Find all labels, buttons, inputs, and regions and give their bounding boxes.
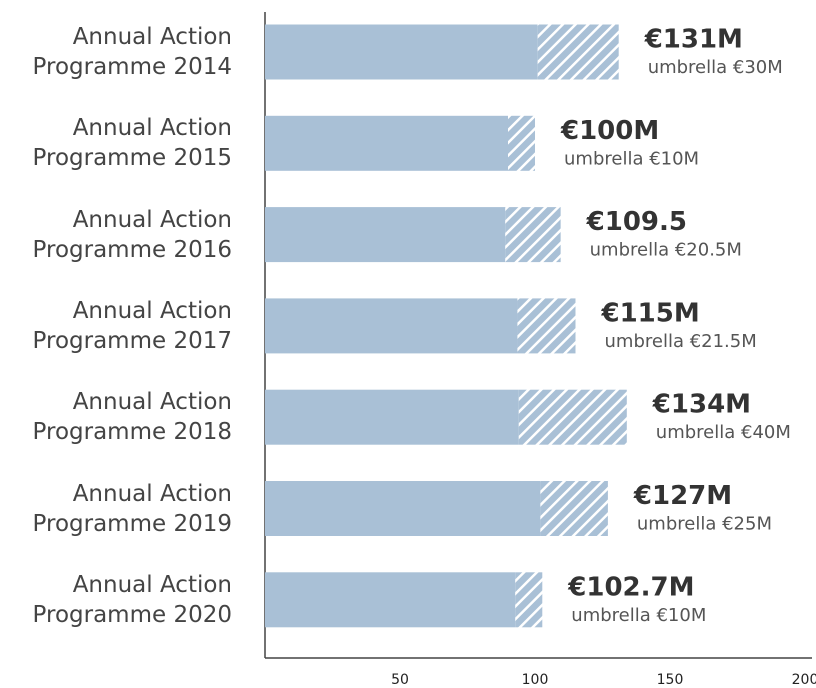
umbrella-label: umbrella €20.5M xyxy=(590,240,742,261)
total-label: €134M xyxy=(652,390,751,420)
bar-segment xyxy=(265,115,508,171)
x-tick-label: 100 xyxy=(522,672,549,688)
total-label: €102.7M xyxy=(567,572,694,602)
bar-segment-hatched xyxy=(518,389,627,445)
category-label: Annual Action Programme 2015 xyxy=(32,115,232,172)
category-label: Annual Action Programme 2019 xyxy=(32,480,232,537)
bar-segment xyxy=(265,572,516,628)
bar-segment-hatched xyxy=(505,207,561,263)
total-label: €131M xyxy=(644,25,743,55)
category-label: Annual Action Programme 2017 xyxy=(32,297,232,354)
x-tick-label: 150 xyxy=(657,672,684,688)
x-tick-label: 200 xyxy=(792,672,816,688)
total-label: €100M xyxy=(560,116,659,146)
umbrella-label: umbrella €40M xyxy=(656,422,791,443)
umbrella-label: umbrella €30M xyxy=(648,57,783,78)
category-label: Annual Action Programme 2018 xyxy=(32,389,232,446)
total-label: €127M xyxy=(633,481,732,511)
bar-segment-hatched xyxy=(537,24,619,80)
umbrella-label: umbrella €21.5M xyxy=(605,331,757,352)
x-tick-label: 50 xyxy=(391,672,409,688)
category-label: Annual Action Programme 2020 xyxy=(32,571,232,628)
bar-segment-hatched xyxy=(515,572,543,628)
total-label: €115M xyxy=(601,298,700,328)
bar-segment xyxy=(265,389,519,445)
umbrella-label: umbrella €25M xyxy=(637,514,772,535)
category-label: Annual Action Programme 2016 xyxy=(32,206,232,263)
umbrella-label: umbrella €10M xyxy=(564,148,699,169)
category-label: Annual Action Programme 2014 xyxy=(32,24,232,80)
bar-segment xyxy=(265,481,541,536)
umbrella-label: umbrella €10M xyxy=(571,605,706,626)
bar-segment-hatched xyxy=(517,298,576,354)
total-label: €109.5 xyxy=(586,207,687,237)
bar-segment xyxy=(265,298,518,354)
bar-segment xyxy=(265,24,538,80)
bar-segment-hatched xyxy=(508,115,535,171)
bar-segment xyxy=(265,207,506,263)
bar-segment-hatched xyxy=(540,481,608,536)
